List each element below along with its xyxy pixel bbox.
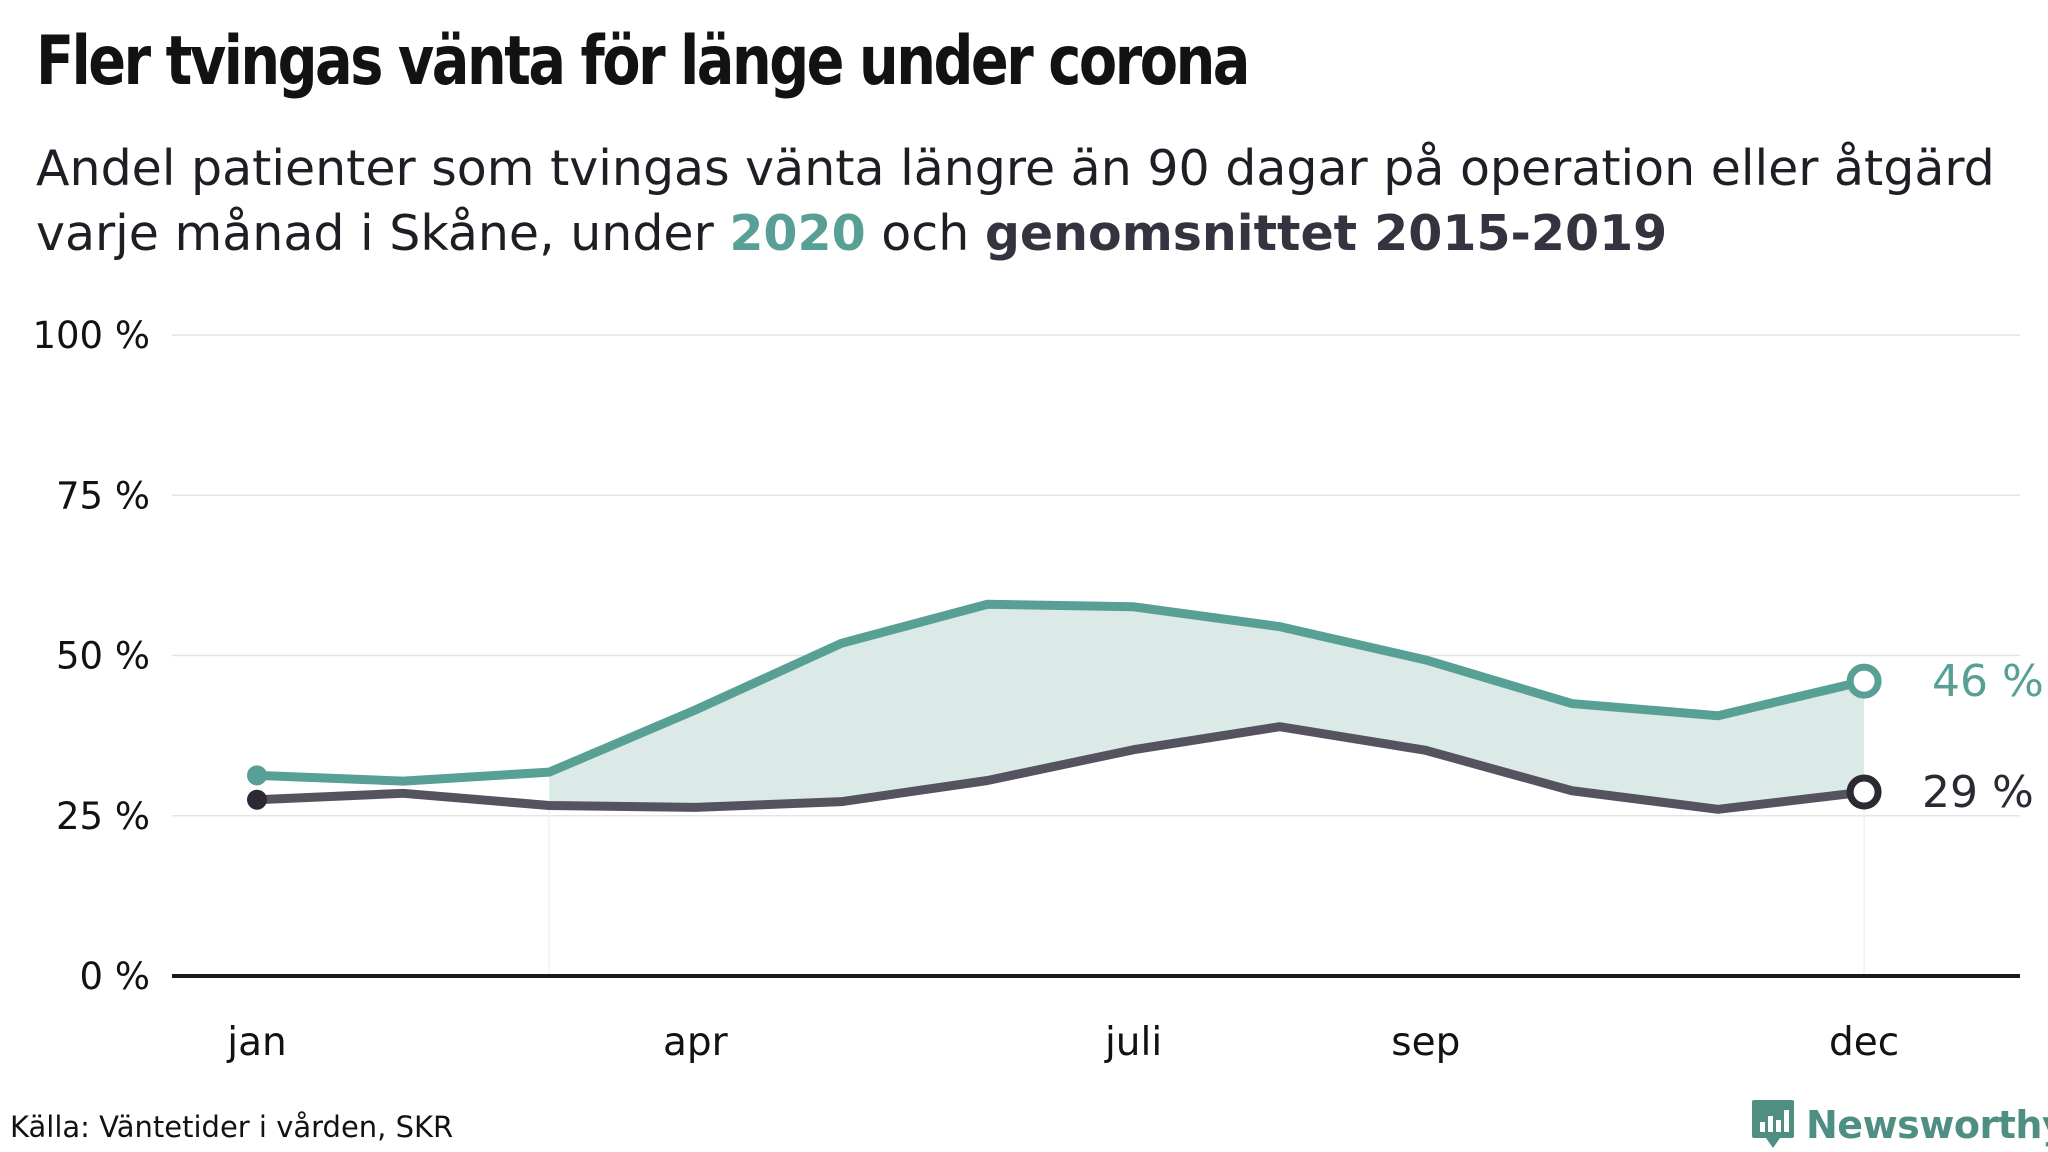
end-point-average (1846, 774, 1882, 810)
start-point-2020 (247, 765, 267, 786)
x-tick-label: sep (1391, 1020, 1460, 1065)
x-tick-label: jan (226, 1020, 286, 1065)
brand-logo: Newsworthy (1750, 1098, 2048, 1152)
source-note: Källa: Väntetider i vården, SKR (10, 1110, 454, 1144)
x-tick-label: dec (1829, 1020, 1899, 1065)
subtitle-line-1: Andel patienter som tvingas vänta längre… (36, 140, 1995, 197)
x-tick-label: juli (1104, 1020, 1162, 1065)
subtitle-prefix: varje månad i Skåne, under (36, 205, 730, 262)
end-label-average: 29 % (1922, 767, 2034, 818)
series-line-average (252, 722, 1869, 814)
y-tick-label: 0 % (80, 955, 150, 998)
brand-name: Newsworthy (1806, 1103, 2048, 1147)
newsworthy-logo-icon (1752, 1100, 1794, 1148)
subtitle-middle: och (865, 205, 985, 262)
y-tick-label: 100 % (32, 314, 150, 357)
y-tick-label: 50 % (56, 635, 150, 678)
y-tick-label: 25 % (56, 795, 150, 838)
shaded-gap-area (549, 604, 1865, 810)
subtitle-line-2: varje månad i Skåne, under 2020 och geno… (36, 201, 2026, 266)
subtitle-average-highlight: genomsnittet 2015-2019 (984, 205, 1668, 262)
start-point-average (247, 789, 267, 810)
chart-subtitle: Andel patienter som tvingas vänta längre… (36, 136, 2026, 266)
end-label-2020: 46 % (1932, 656, 2044, 707)
end-point-2020 (1846, 663, 1882, 699)
x-tick-label: apr (663, 1020, 729, 1065)
subtitle-2020-highlight: 2020 (729, 205, 866, 262)
series-line-2020 (252, 599, 1869, 786)
chart-title: Fler tvingas vänta för länge under coron… (36, 22, 1250, 101)
y-tick-label: 75 % (56, 474, 150, 517)
